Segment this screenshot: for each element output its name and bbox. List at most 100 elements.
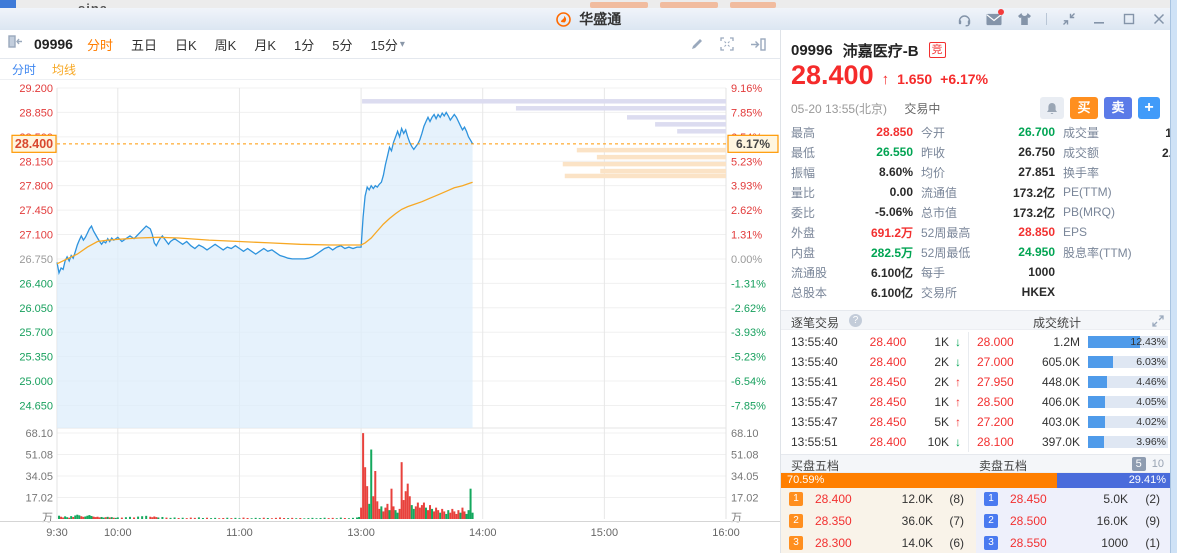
tick-price: 28.450 — [869, 375, 907, 389]
distribution-row: 27.000 605.0K 6.03% — [973, 352, 1172, 372]
svg-text:24.650: 24.650 — [19, 400, 53, 412]
last-price: 28.400 — [791, 60, 874, 90]
notification-dot — [998, 9, 1004, 15]
titlebar-divider — [1046, 13, 1047, 25]
depth-row[interactable]: 3 28.300 14.0K (6) — [781, 532, 976, 553]
tick-price: 28.450 — [869, 415, 907, 429]
ask-depth-title: 卖盘五档 — [979, 459, 1028, 473]
stat-value: 26.550 — [876, 145, 913, 159]
dist-bar-fill — [1088, 436, 1105, 448]
alert-bell-icon[interactable] — [1040, 97, 1064, 119]
close-icon[interactable] — [1151, 11, 1167, 27]
brand-flame-icon — [555, 12, 571, 34]
distribution-row: 28.000 1.2M 12.43% — [973, 332, 1172, 352]
theme-shirt-icon[interactable] — [1016, 11, 1032, 27]
tick-section-header: 逐笔交易 ? 成交统计 — [781, 310, 1172, 330]
timeshare-chart[interactable]: 29.20028.85028.50028.15027.80027.45027.1… — [0, 80, 780, 540]
price-change: 1.650 — [897, 71, 933, 87]
dist-pct: 3.96% — [1136, 436, 1166, 448]
stat-label: 股息率(TTM) — [1063, 245, 1132, 260]
tab-5分[interactable]: 5分 — [332, 37, 353, 53]
fullscreen-icon[interactable] — [720, 37, 734, 51]
tick-volume: 1K — [934, 335, 949, 349]
buy-button[interactable]: 买 — [1070, 97, 1098, 119]
stat-value: 173.2亿 — [1012, 185, 1055, 200]
add-watchlist-button[interactable]: + — [1138, 97, 1160, 119]
auction-badge: 竞 — [928, 42, 946, 58]
tab-周K[interactable]: 周K — [214, 37, 237, 53]
svg-text:0.00%: 0.00% — [731, 254, 762, 266]
svg-text:15:00: 15:00 — [591, 527, 619, 539]
dist-volume: 605.0K — [1041, 355, 1080, 369]
dist-volume: 397.0K — [1041, 435, 1080, 449]
dist-bar: 4.02% — [1088, 416, 1168, 428]
svg-text:10:00: 10:00 — [104, 527, 132, 539]
tab-五日[interactable]: 五日 — [130, 37, 157, 53]
minimize-icon[interactable] — [1091, 11, 1107, 27]
collapse-panel-icon[interactable] — [8, 35, 24, 53]
tab-分时[interactable]: 分时 — [86, 37, 113, 53]
titlebar: 华盛通 — [0, 8, 1177, 31]
svg-text:5.23%: 5.23% — [731, 156, 762, 168]
support-headset-icon[interactable] — [956, 11, 972, 27]
depth-price: 28.450 — [1010, 492, 1047, 506]
depth-price: 28.350 — [815, 514, 852, 528]
svg-text:9:30: 9:30 — [46, 527, 67, 539]
stat-label: 总市值 — [921, 205, 958, 220]
stat-label: 最高 — [791, 125, 816, 140]
depth-row[interactable]: 3 28.550 1000 (1) — [976, 532, 1172, 553]
depth-levels-5-button[interactable]: 5 — [1131, 457, 1146, 471]
depth-order-count: (8) — [949, 492, 964, 506]
restore-down-icon[interactable] — [1061, 11, 1077, 27]
dist-bar-fill — [1088, 336, 1140, 348]
depth-volume: 14.0K — [901, 536, 933, 550]
depth-row[interactable]: 1 28.450 5.0K (2) — [976, 488, 1172, 510]
tab-1分[interactable]: 1分 — [293, 37, 315, 53]
tab-日K[interactable]: 日K — [174, 37, 197, 53]
stat-label: 52周最低 — [921, 245, 971, 260]
dist-bar: 12.43% — [1088, 336, 1168, 348]
subtab-分时[interactable]: 分时 — [12, 62, 37, 77]
depth-volume: 5.0K — [1103, 492, 1128, 506]
dist-price: 28.500 — [977, 395, 1014, 409]
depth-section-header: 买盘五档 卖盘五档 5 10 — [781, 454, 1172, 473]
maximize-icon[interactable] — [1121, 11, 1137, 27]
stat-label: 总股本 — [791, 285, 828, 300]
depth-levels-10-button[interactable]: 10 — [1151, 458, 1164, 470]
dist-price: 27.950 — [977, 375, 1014, 389]
tick-time: 13:55:41 — [791, 375, 838, 389]
background-window-strip: sina — [0, 0, 1177, 8]
subtab-均线[interactable]: 均线 — [52, 62, 77, 77]
draw-pencil-icon[interactable] — [690, 37, 704, 51]
svg-text:万: 万 — [731, 512, 742, 524]
svg-text:25.700: 25.700 — [19, 327, 53, 339]
tab-月K[interactable]: 月K — [254, 37, 276, 53]
tab-15分[interactable]: 15分 — [370, 37, 398, 53]
depth-order-count: (1) — [1145, 536, 1160, 550]
svg-text:26.050: 26.050 — [19, 303, 53, 315]
messages-mail-icon[interactable] — [986, 9, 1004, 27]
dist-pct: 4.05% — [1136, 396, 1166, 408]
depth-order-count: (6) — [949, 536, 964, 550]
tick-price: 28.400 — [869, 355, 907, 369]
tick-row: 13:55:51 28.400 10K ↓ — [781, 432, 967, 452]
tick-time: 13:55:47 — [791, 395, 838, 409]
tick-row: 13:55:41 28.450 2K ↑ — [781, 372, 967, 392]
tick-time: 13:55:51 — [791, 435, 838, 449]
dist-pct: 6.03% — [1136, 356, 1166, 368]
depth-row[interactable]: 1 28.400 12.0K (8) — [781, 488, 976, 510]
depth-row[interactable]: 2 28.500 16.0K (9) — [976, 510, 1172, 532]
price-up-arrow-icon: ↑ — [881, 71, 890, 88]
background-logo: sina — [78, 1, 108, 8]
stat-label: 流通值 — [921, 185, 958, 200]
expand-section-icon[interactable] — [1152, 315, 1164, 330]
sell-button[interactable]: 卖 — [1104, 97, 1132, 119]
stat-label: 交易所 — [921, 285, 958, 300]
bid-ratio-fill: 70.59% — [781, 473, 1057, 488]
help-icon[interactable]: ? — [849, 314, 862, 327]
svg-text:17.02: 17.02 — [731, 493, 759, 505]
panel-toggle-icon[interactable] — [750, 37, 766, 51]
stat-value: 8.60% — [878, 165, 913, 179]
more-periods-caret-icon[interactable]: ▾ — [399, 38, 405, 50]
depth-row[interactable]: 2 28.350 36.0K (7) — [781, 510, 976, 532]
